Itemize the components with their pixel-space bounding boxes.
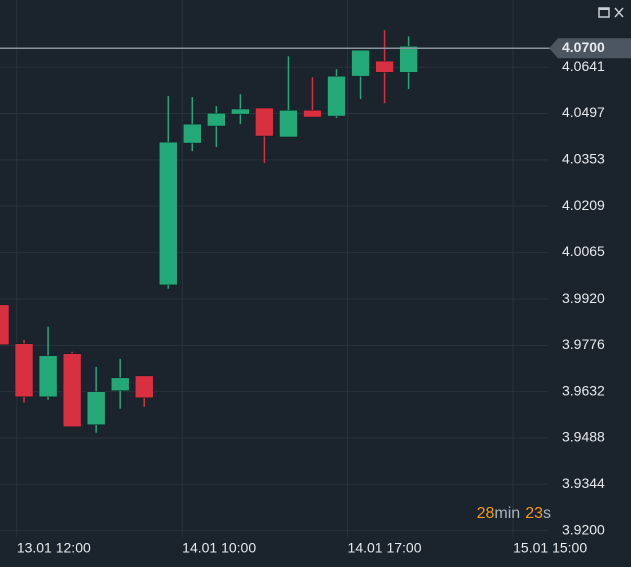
candle-body xyxy=(303,110,322,118)
candle-body xyxy=(134,375,154,399)
x-tick-label: 15.01 15:00 xyxy=(513,540,587,556)
countdown: 28min 23s xyxy=(477,505,551,522)
y-tick-label: 3.9344 xyxy=(562,475,605,491)
y-tick-label: 4.0065 xyxy=(562,243,605,259)
x-tick-label: 13.01 12:00 xyxy=(17,540,91,556)
countdown-minutes: 28 xyxy=(477,505,495,522)
candle-body xyxy=(86,391,106,426)
y-tick-label: 3.9920 xyxy=(562,290,605,306)
candle-body xyxy=(14,343,34,398)
candle-body xyxy=(351,49,370,77)
candle-body xyxy=(110,377,130,391)
countdown-minutes-unit: min xyxy=(494,505,520,522)
countdown-seconds: 23 xyxy=(525,505,543,522)
candle-body xyxy=(62,353,82,427)
grid xyxy=(0,0,548,537)
y-tick-label: 4.0497 xyxy=(562,104,605,120)
y-tick-label: 3.9776 xyxy=(562,336,605,352)
axis-labels: 4.0641 4.0497 4.0353 4.0209 4.0065 3.9920 3.97… xyxy=(17,39,605,556)
candle-body xyxy=(0,304,10,345)
x-tick-label: 14.01 17:00 xyxy=(348,540,422,556)
countdown-seconds-unit: s xyxy=(543,505,551,522)
candle-body xyxy=(255,107,274,137)
candle-body xyxy=(375,60,394,73)
y-tick-label: 4.0641 xyxy=(562,58,605,74)
close-icon[interactable] xyxy=(614,7,624,18)
candle-body xyxy=(231,108,250,115)
y-tick-label: 4.0209 xyxy=(562,197,605,213)
y-tick-label: 4.0353 xyxy=(562,151,605,167)
candle-body xyxy=(279,110,298,138)
candle-body xyxy=(399,46,418,73)
x-tick-label: 14.01 10:00 xyxy=(182,540,256,556)
candles xyxy=(0,30,631,433)
candle-body xyxy=(158,141,178,286)
last-price-tag xyxy=(549,38,631,59)
y-tick-label: 3.9200 xyxy=(562,521,605,537)
candle-body xyxy=(183,123,202,144)
candle-body xyxy=(327,75,346,117)
y-tick-label: 3.9488 xyxy=(562,429,605,445)
y-tick-label: 3.9632 xyxy=(562,382,605,398)
candle-body xyxy=(38,355,58,398)
last-price-label: 4.0700 xyxy=(562,39,605,55)
window-controls xyxy=(598,7,624,18)
candle-body xyxy=(207,112,226,127)
